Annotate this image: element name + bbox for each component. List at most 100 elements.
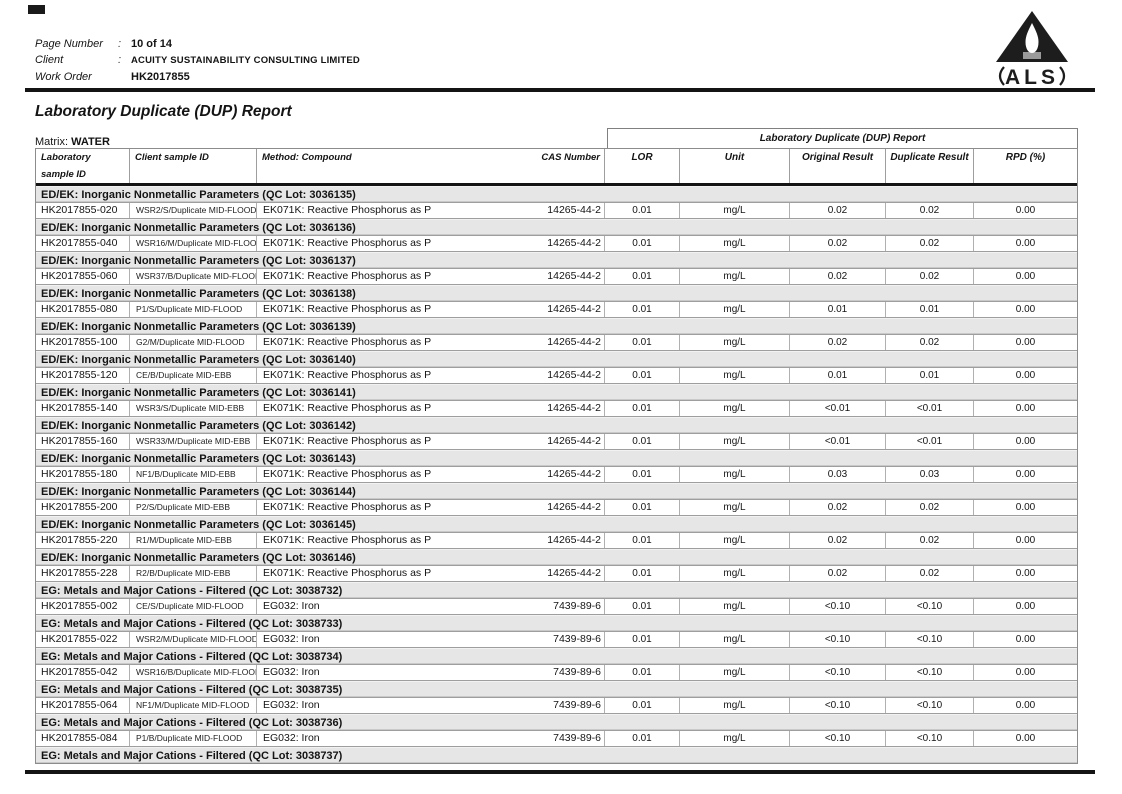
cas-number-cell: 7439-89-6 (515, 632, 605, 647)
col-header-method-compound: Method: Compound (262, 152, 352, 163)
lab-sample-id-cell: HK2017855-120 (36, 368, 130, 383)
col-header-lor: LOR (605, 149, 680, 183)
qc-section-title: ED/EK: Inorganic Nonmetallic Parameters … (41, 354, 356, 366)
qc-section-title: ED/EK: Inorganic Nonmetallic Parameters … (41, 486, 356, 498)
scan-corner-mark (28, 5, 45, 14)
duplicate-result-cell: <0.10 (886, 632, 974, 647)
table-row: HK2017855-160 WSR33/M/Duplicate MID-EBB … (36, 433, 1077, 450)
cas-number-cell: 14265-44-2 (515, 533, 605, 548)
cas-number-cell: 7439-89-6 (515, 731, 605, 746)
lor-cell: 0.01 (605, 665, 680, 680)
original-result-cell: 0.02 (790, 566, 886, 581)
original-result-cell: 0.02 (790, 500, 886, 515)
unit-cell: mg/L (680, 368, 790, 383)
table-row: HK2017855-220 R1/M/Duplicate MID-EBB EK0… (36, 532, 1077, 549)
unit-cell: mg/L (680, 236, 790, 251)
meta-row-page-number: Page Number:10 of 14 (35, 36, 360, 52)
qc-section-title: ED/EK: Inorganic Nonmetallic Parameters … (41, 189, 356, 201)
original-result-cell: 0.01 (790, 302, 886, 317)
cas-number-cell: 7439-89-6 (515, 599, 605, 614)
rpd-cell: 0.00 (1015, 469, 1036, 480)
lab-sample-id-cell: HK2017855-042 (36, 665, 130, 680)
footer-rule (25, 770, 1095, 774)
method-compound-cell: EG032: Iron (263, 699, 320, 711)
unit-cell: mg/L (680, 434, 790, 449)
qc-section-header: ED/EK: Inorganic Nonmetallic Parameters … (36, 516, 1077, 532)
rpd-cell: 0.00 (1015, 502, 1036, 513)
col-header-lab-line2: sample ID (41, 169, 86, 180)
lab-sample-id-cell: HK2017855-080 (36, 302, 130, 317)
method-compound-cell: EK071K: Reactive Phosphorus as P (263, 336, 432, 348)
lab-sample-id-cell: HK2017855-022 (36, 632, 130, 647)
lor-cell: 0.01 (605, 533, 680, 548)
qc-section-title: EG: Metals and Major Cations - Filtered … (41, 651, 343, 663)
als-logo-text: ALS (1005, 66, 1059, 88)
col-header-rpd: RPD (%) (1005, 152, 1046, 163)
duplicate-result-cell: 0.01 (886, 302, 974, 317)
method-compound-cell: EK071K: Reactive Phosphorus as P (263, 534, 432, 546)
client-sample-id-cell: G2/M/Duplicate MID-FLOOD (130, 335, 257, 350)
cas-number-cell: 14265-44-2 (515, 203, 605, 218)
lab-sample-id-cell: HK2017855-180 (36, 467, 130, 482)
lab-sample-id-cell: HK2017855-160 (36, 434, 130, 449)
col-header-duplicate-result: Duplicate Result (886, 149, 974, 183)
duplicate-result-cell: 0.02 (886, 335, 974, 350)
qc-section-header: EG: Metals and Major Cations - Filtered … (36, 747, 1077, 763)
qc-section-title: ED/EK: Inorganic Nonmetallic Parameters … (41, 222, 356, 234)
qc-section-header: EG: Metals and Major Cations - Filtered … (36, 582, 1077, 598)
original-result-cell: 0.01 (790, 368, 886, 383)
qc-section-title: ED/EK: Inorganic Nonmetallic Parameters … (41, 288, 356, 300)
table-box: Laboratory sample ID Client sample ID Me… (35, 148, 1078, 764)
client-sample-id-cell: WSR2/S/Duplicate MID-FLOOD (130, 203, 257, 218)
original-result-cell: <0.10 (790, 698, 886, 713)
rpd-cell: 0.00 (1015, 667, 1036, 678)
work-order-value: HK2017855 (131, 71, 190, 83)
original-result-cell: 0.02 (790, 533, 886, 548)
lab-sample-id-cell: HK2017855-228 (36, 566, 130, 581)
table-row: HK2017855-022 WSR2/M/Duplicate MID-FLOOD… (36, 631, 1077, 648)
method-compound-cell: EK071K: Reactive Phosphorus as P (263, 468, 432, 480)
lab-sample-id-cell: HK2017855-002 (36, 599, 130, 614)
original-result-cell: <0.01 (790, 401, 886, 416)
qc-section-title: ED/EK: Inorganic Nonmetallic Parameters … (41, 519, 356, 531)
lab-sample-id-cell: HK2017855-220 (36, 533, 130, 548)
table-row: HK2017855-100 G2/M/Duplicate MID-FLOOD E… (36, 334, 1077, 351)
unit-cell: mg/L (680, 533, 790, 548)
rpd-cell: 0.00 (1015, 700, 1036, 711)
client-value: ACUITY SUSTAINABILITY CONSULTING LIMITED (131, 55, 360, 66)
col-header-client-sample-id: Client sample ID (130, 149, 257, 183)
table-column-header-row: Laboratory sample ID Client sample ID Me… (36, 149, 1077, 183)
duplicate-result-cell: 0.02 (886, 500, 974, 515)
matrix-value: WATER (71, 136, 110, 148)
unit-cell: mg/L (680, 401, 790, 416)
lor-cell: 0.01 (605, 599, 680, 614)
client-sample-id-cell: WSR37/B/Duplicate MID-FLOOD (130, 269, 257, 284)
table-row: HK2017855-002 CE/S/Duplicate MID-FLOOD E… (36, 598, 1077, 615)
lab-sample-id-cell: HK2017855-100 (36, 335, 130, 350)
original-result-cell: 0.02 (790, 269, 886, 284)
lor-cell: 0.01 (605, 467, 680, 482)
header-rule (25, 88, 1095, 92)
original-result-cell: <0.10 (790, 632, 886, 647)
cas-number-cell: 14265-44-2 (515, 335, 605, 350)
cas-number-cell: 14265-44-2 (515, 467, 605, 482)
table-row: HK2017855-180 NF1/B/Duplicate MID-EBB EK… (36, 466, 1077, 483)
table-row: HK2017855-120 CE/B/Duplicate MID-EBB EK0… (36, 367, 1077, 384)
rpd-cell: 0.00 (1015, 238, 1036, 249)
qc-section-title: ED/EK: Inorganic Nonmetallic Parameters … (41, 453, 356, 465)
qc-section-header: ED/EK: Inorganic Nonmetallic Parameters … (36, 219, 1077, 235)
lor-cell: 0.01 (605, 566, 680, 581)
unit-cell: mg/L (680, 665, 790, 680)
meta-separator: : (118, 54, 122, 66)
qc-section-header: EG: Metals and Major Cations - Filtered … (36, 648, 1077, 664)
lor-cell: 0.01 (605, 401, 680, 416)
qc-section-title: EG: Metals and Major Cations - Filtered … (41, 717, 343, 729)
report-table-body: ED/EK: Inorganic Nonmetallic Parameters … (36, 186, 1077, 763)
duplicate-result-cell: <0.10 (886, 665, 974, 680)
table-row: HK2017855-020 WSR2/S/Duplicate MID-FLOOD… (36, 202, 1077, 219)
unit-cell: mg/L (680, 566, 790, 581)
qc-section-header: ED/EK: Inorganic Nonmetallic Parameters … (36, 417, 1077, 433)
lor-cell: 0.01 (605, 434, 680, 449)
page-number-value: 10 of 14 (131, 38, 172, 50)
